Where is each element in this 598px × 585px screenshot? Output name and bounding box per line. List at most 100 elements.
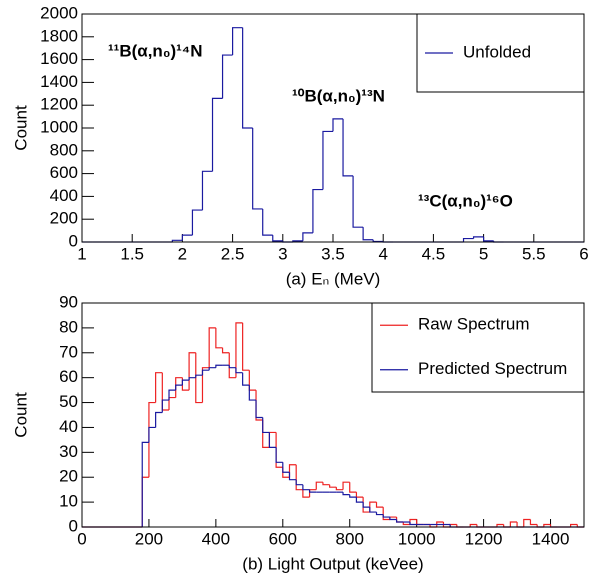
histogram-bin — [181, 379, 190, 386]
histogram-bin — [228, 352, 236, 379]
histogram-bin — [248, 385, 257, 401]
y-tick-label: 10 — [59, 492, 78, 511]
y-tick-label: 600 — [50, 163, 78, 182]
y-tick-label: 1800 — [40, 26, 78, 45]
histogram-bin — [168, 396, 176, 411]
histogram-bin — [175, 377, 183, 398]
histogram-bin — [248, 370, 257, 391]
x-tick-label: 1 — [77, 244, 86, 263]
y-tick-label: 90 — [59, 292, 78, 311]
histogram-bin — [362, 502, 370, 508]
histogram-bin — [402, 522, 410, 526]
histogram-bin — [369, 501, 377, 513]
y-tick-label: 80 — [59, 317, 78, 336]
histogram-bin — [516, 522, 524, 528]
y-tick-label: 0 — [69, 516, 78, 535]
legend-label: Raw Spectrum — [418, 315, 529, 334]
histogram-bin — [409, 518, 417, 525]
histogram-bin — [191, 209, 203, 236]
histogram-bin — [349, 494, 357, 498]
histogram-bin — [242, 27, 253, 129]
histogram-bin — [148, 426, 156, 443]
histogram-bin — [228, 365, 236, 369]
histogram-bin — [195, 374, 203, 378]
histogram-bin — [312, 188, 323, 233]
x-tick-label: 3.5 — [321, 244, 345, 263]
histogram-bin — [496, 523, 504, 527]
histogram-bin — [255, 400, 263, 419]
histogram-bin — [395, 517, 404, 523]
y-tick-label: 400 — [50, 186, 78, 205]
x-tick-label: 6 — [579, 244, 588, 263]
histogram-bin — [315, 481, 323, 490]
histogram-bin — [201, 367, 210, 403]
histogram-bin — [268, 431, 277, 448]
histogram-bin — [242, 372, 250, 386]
histogram-bin — [282, 462, 290, 473]
x-tick-label: 600 — [269, 529, 297, 548]
histogram-bin — [141, 476, 149, 527]
x-axis-label: (b) Light Output (keVee) — [242, 554, 423, 573]
x-tick-label: 1400 — [532, 529, 570, 548]
histogram-bin — [375, 502, 384, 508]
histogram-bin — [395, 519, 404, 523]
y-tick-label: 2000 — [40, 3, 78, 22]
histogram-bin — [171, 239, 183, 242]
histogram-bin — [362, 227, 374, 241]
histogram-bin — [235, 367, 243, 374]
x-tick-label: 5 — [479, 244, 488, 263]
histogram-bin — [262, 208, 273, 236]
annotation: ¹¹B(α,n₀)¹⁴N — [108, 41, 203, 60]
histogram-bin — [161, 399, 170, 413]
y-tick-label: 40 — [59, 417, 78, 436]
histogram-bin — [469, 523, 477, 527]
histogram-bin — [308, 489, 317, 493]
histogram-bin — [262, 417, 270, 434]
histogram-bin — [188, 377, 196, 381]
histogram-bin — [235, 322, 243, 378]
annotation: ¹³C(α,n₀)¹⁶O — [418, 191, 513, 210]
histogram-bin — [483, 236, 494, 242]
histogram-bin — [355, 497, 364, 503]
legend-box — [371, 302, 585, 393]
histogram-bin — [389, 517, 397, 521]
histogram-bin — [355, 492, 364, 498]
y-tick-label: 1400 — [40, 72, 78, 91]
y-axis-label: Count — [11, 105, 30, 151]
histogram-bin — [181, 377, 190, 391]
y-axis-label: Count — [11, 392, 30, 438]
histogram-bin — [181, 234, 193, 241]
y-tick-label: 1000 — [40, 117, 78, 136]
histogram-bin — [416, 519, 424, 526]
histogram-bin — [275, 432, 283, 468]
histogram-bin — [362, 497, 370, 513]
x-tick-label: 5.5 — [522, 244, 546, 263]
y-tick-label: 30 — [59, 442, 78, 461]
histogram-bin — [201, 170, 213, 211]
legend-label: Predicted Spectrum — [418, 359, 567, 378]
histogram-bin — [352, 175, 364, 228]
y-tick-label: 50 — [59, 392, 78, 411]
histogram-bin — [262, 419, 270, 448]
histogram-bin — [322, 130, 333, 190]
histogram-bin — [168, 389, 176, 401]
histogram-bin — [509, 521, 518, 527]
histogram-bin — [272, 235, 283, 242]
histogram-bin — [302, 232, 313, 241]
x-tick-label: 200 — [135, 529, 163, 548]
histogram-bin — [268, 432, 277, 448]
histogram-bin — [188, 352, 196, 391]
histogram-bin — [141, 441, 149, 527]
histogram-bin — [215, 327, 223, 349]
histogram-bin — [308, 489, 317, 498]
histogram-bin — [155, 372, 163, 403]
x-tick-label: 3 — [278, 244, 287, 263]
plot-frame — [81, 13, 585, 243]
y-tick-label: 1600 — [40, 49, 78, 68]
x-tick-label: 1.5 — [120, 244, 144, 263]
histogram-bin — [302, 484, 310, 491]
histogram-bin — [148, 401, 156, 478]
x-tick-label: 1200 — [465, 529, 503, 548]
histogram-bin — [288, 464, 297, 478]
